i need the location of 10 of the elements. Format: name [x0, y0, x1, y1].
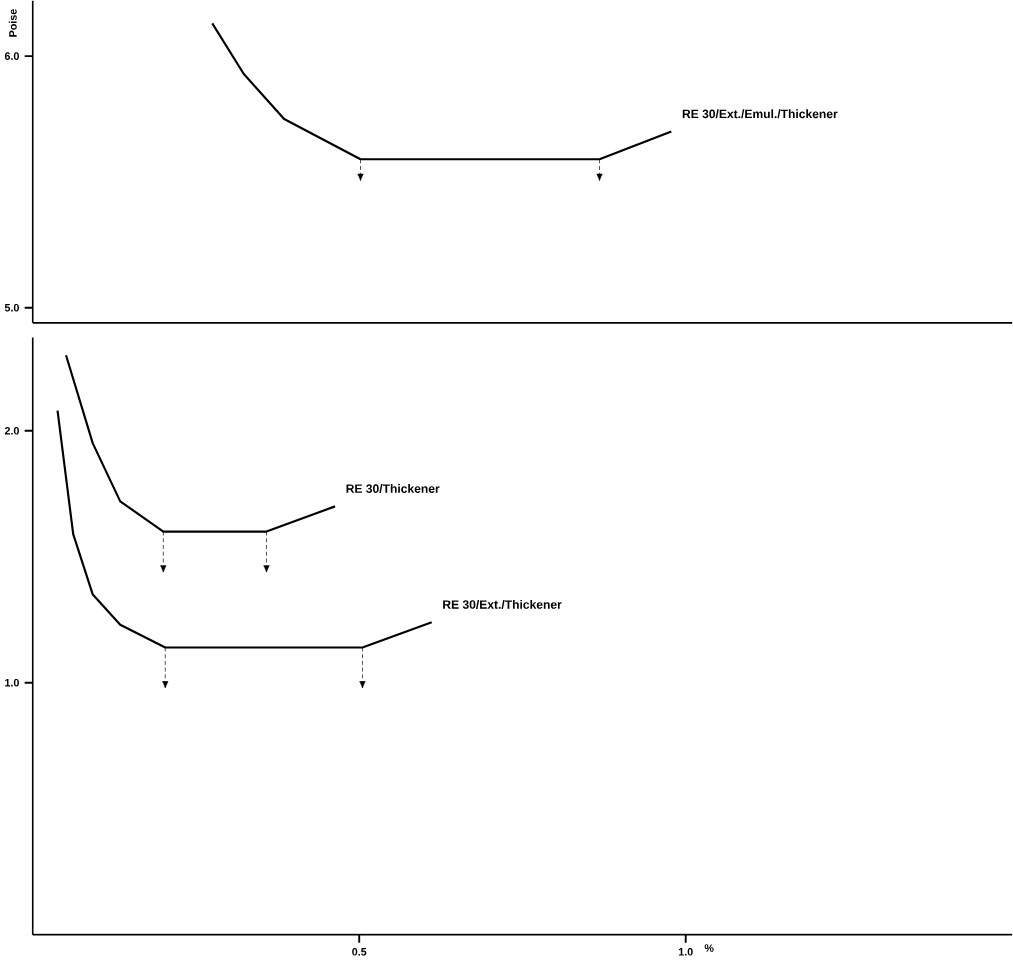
series-label: RE 30/Ext./Emul./Thickener — [682, 109, 838, 119]
y-tick-label: 6.0 — [4, 52, 19, 60]
y-tick-label: 5.0 — [4, 303, 19, 312]
y-axis-title: Poise — [8, 9, 17, 37]
y-tick-label: 1.0 — [5, 678, 19, 687]
series-label: RE 30/Ext./Thickener — [443, 599, 562, 609]
series-label: RE 30/Thickener — [346, 484, 440, 494]
x-axis-title: % — [704, 944, 714, 952]
y-tick-label: 2.0 — [4, 426, 19, 435]
x-tick-label: 0.5 — [352, 947, 367, 956]
